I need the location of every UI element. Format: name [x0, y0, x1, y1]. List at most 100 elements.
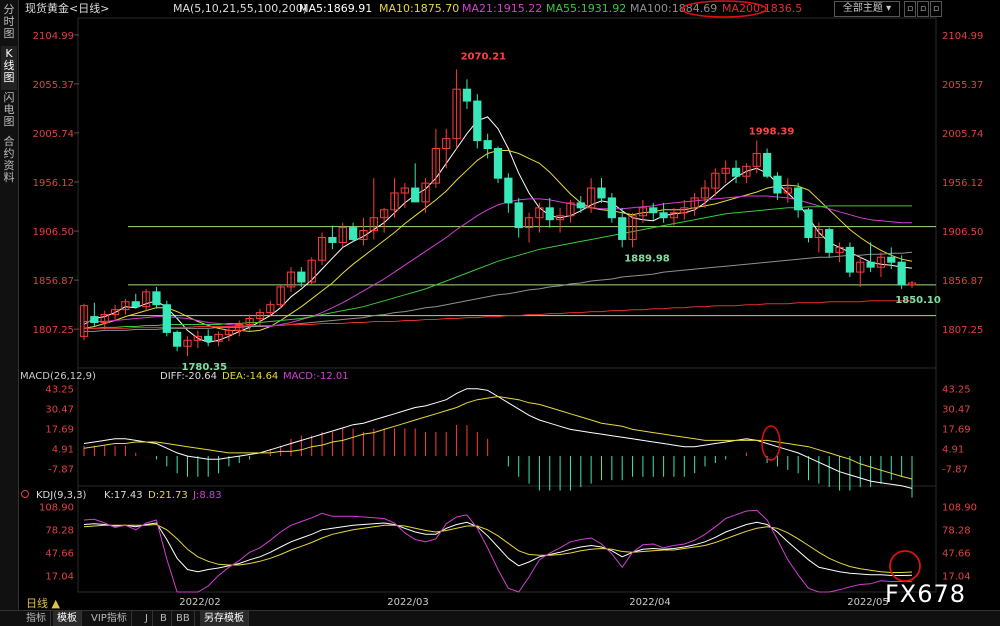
main-header: 现货黄金<日线> MA(5,10,21,55,100,200) MA5:1869…: [19, 0, 1000, 18]
candle-body: [411, 187, 420, 203]
macd-tick-right: 17.69: [942, 424, 971, 435]
tab-bb[interactable]: BB: [172, 611, 195, 626]
fx678-watermark: FX678: [885, 580, 967, 608]
price-tick-right: 2005.74: [942, 129, 983, 140]
kdj-tick-right: 17.04: [942, 571, 971, 582]
candle-body: [317, 236, 327, 261]
tab-b[interactable]: B: [156, 611, 172, 626]
tab-indicators[interactable]: 指标: [22, 611, 51, 626]
price-annotation: 1889.98: [624, 253, 670, 264]
kdj-settings-icon[interactable]: [21, 490, 29, 498]
candle-body: [141, 291, 151, 308]
candle-body: [79, 305, 89, 337]
candle-body: [887, 256, 896, 263]
candle-body: [628, 215, 637, 240]
tab-save-template[interactable]: 另存模板: [200, 611, 249, 626]
ma200-highlight-circle: [681, 0, 767, 18]
candle-body: [607, 197, 616, 219]
ma5-value: MA5:1869.91: [299, 2, 373, 15]
theme-dropdown[interactable]: 全部主题 ▾: [834, 1, 900, 17]
period-selector[interactable]: 日线 ▲: [26, 597, 60, 610]
candle-body: [514, 202, 523, 229]
kdj-tick-left: 108.90: [39, 503, 74, 514]
candle-body: [535, 207, 544, 219]
kdj-title: KDJ(9,3,3): [36, 490, 87, 501]
price-tick-left: 2005.74: [33, 129, 74, 140]
instrument-title: 现货黄金<日线>: [25, 2, 110, 15]
macd-tick-left: 43.25: [45, 384, 74, 395]
candle-body: [473, 100, 482, 142]
candle-body: [576, 202, 585, 209]
price-tick-right: 1956.12: [942, 178, 983, 189]
window-button-1[interactable]: ▫: [904, 1, 916, 17]
tab-kline[interactable]: K线图: [1, 46, 17, 90]
theme-dropdown-label: 全部主题: [842, 3, 883, 14]
candle-body: [286, 271, 296, 288]
kdj-tick-right: 78.28: [942, 526, 971, 537]
price-annotation: 1850.10: [895, 295, 941, 306]
candle-body: [266, 304, 275, 314]
candle-body: [555, 215, 565, 221]
price-tick-right: 2104.99: [942, 31, 983, 42]
kdj-tick-right: 47.66: [942, 549, 971, 560]
bottom-toolbar: 指标 模板 VIP指标 J B BB 另存模板: [0, 610, 1000, 626]
kdj-tick-left: 78.28: [45, 526, 74, 537]
tab-j[interactable]: J: [141, 611, 153, 626]
kdj-tick-right: 108.90: [942, 503, 977, 514]
candle-body: [390, 192, 399, 211]
candle-body: [348, 227, 358, 240]
tab-flash[interactable]: 闪电图: [3, 91, 15, 128]
candle-body: [245, 318, 254, 325]
tab-template[interactable]: 模板: [53, 611, 82, 626]
candle-body: [307, 259, 316, 283]
price-tick-left: 1807.25: [33, 325, 74, 336]
candle-body: [452, 88, 461, 140]
macd-tick-right: 4.91: [942, 444, 964, 455]
candle-body: [431, 148, 441, 184]
candle-body: [804, 209, 813, 238]
candle-body: [711, 172, 720, 189]
candle-body: [897, 261, 906, 286]
candle-body: [866, 261, 875, 268]
ma100-value: MA100:1884.69: [630, 2, 718, 15]
ma-line-ma200: [84, 300, 912, 329]
macd-macd-value: MACD:-12.01: [283, 371, 349, 382]
price-tick-right: 2055.37: [942, 80, 983, 91]
kdj-j-value: J:8.83: [192, 490, 222, 501]
candle-body: [845, 246, 855, 273]
kdj-line-k: [83, 521, 913, 576]
macd-tick-left: 4.91: [52, 444, 74, 455]
candle-body: [669, 212, 679, 219]
window-button-3[interactable]: ▫: [930, 1, 942, 17]
candle-body: [783, 187, 792, 194]
price-tick-left: 1956.12: [33, 178, 74, 189]
tab-timeshare[interactable]: 分时图: [3, 3, 15, 40]
ma21-value: MA21:1915.22: [462, 2, 543, 15]
candle-body: [597, 187, 606, 199]
price-tick-left: 2055.37: [33, 80, 74, 91]
window-button-2[interactable]: ▫: [917, 1, 929, 17]
x-axis-label: 2022/02: [179, 597, 221, 608]
view-tabs: 分时图 K线图 闪电图 合约资料: [0, 0, 19, 610]
candle-body: [659, 212, 668, 219]
candle-body: [462, 88, 472, 102]
price-tick-right: 1807.25: [942, 325, 983, 336]
price-tick-left: 2104.99: [33, 31, 74, 42]
chart-canvas: 2104.99 2104.99 2055.37 2055.37 2005.74 2005.…: [20, 0, 983, 608]
tab-contract-info[interactable]: 合约资料: [3, 135, 15, 184]
macd-tick-right: -7.87: [942, 464, 968, 475]
kdj-tick-left: 17.04: [45, 571, 74, 582]
candle-body: [731, 167, 741, 177]
tab-vip-indicators[interactable]: VIP指标: [87, 611, 132, 626]
candle-body: [183, 339, 192, 347]
candle-body: [193, 335, 202, 341]
candle-body: [907, 282, 917, 286]
macd-panel-frame: [77, 367, 937, 487]
candle-body: [649, 207, 658, 214]
candle-body: [700, 187, 710, 199]
macd-tick-left: 17.69: [45, 424, 74, 435]
candle-body: [173, 331, 182, 347]
price-tick-right: 1906.50: [942, 227, 983, 238]
candle-body: [328, 236, 337, 243]
